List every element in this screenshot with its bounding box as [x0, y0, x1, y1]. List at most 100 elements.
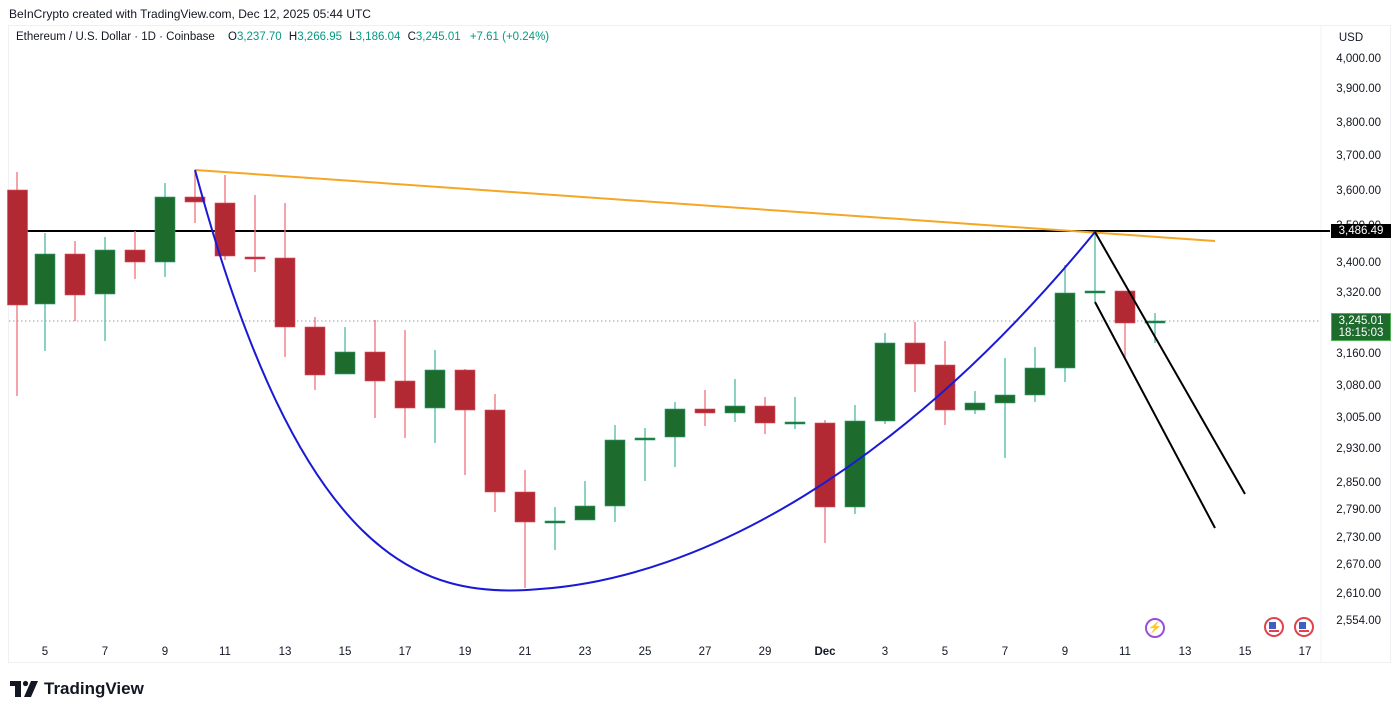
high-value: 3,266.95 [297, 31, 342, 43]
time-tick-label: 19 [459, 646, 472, 658]
candle [64, 241, 86, 321]
candle [214, 175, 236, 260]
time-tick-label: 17 [1299, 646, 1312, 658]
candle-body [334, 351, 356, 375]
candle-body [844, 420, 866, 508]
symbol-name[interactable]: Ethereum / U.S. Dollar · 1D · Coinbase [16, 31, 215, 43]
close-value: 3,245.01 [415, 31, 461, 43]
candle [514, 470, 536, 588]
candle-body [1114, 290, 1136, 324]
cup-curve [194, 169, 1096, 592]
candle [274, 203, 296, 357]
price-tick-label: 3,080.00 [1336, 380, 1381, 392]
price-tick-label: 3,800.00 [1336, 117, 1381, 129]
candle [1024, 347, 1046, 402]
time-tick-label: 13 [279, 646, 292, 658]
candle-body [364, 351, 386, 382]
open-label: O [227, 31, 237, 43]
high-label: H [288, 31, 298, 43]
time-tick-label: 5 [42, 646, 48, 658]
candle [334, 327, 356, 375]
candle [544, 507, 566, 550]
time-tick-label: 27 [699, 646, 712, 658]
candle-body [544, 520, 566, 524]
candle [964, 391, 986, 414]
channel-lower-line [1094, 301, 1216, 529]
candle [724, 379, 746, 422]
price-axis[interactable]: 4,000.00 3,900.00 3,800.00 3,700.00 3,600.00… [1336, 53, 1381, 627]
price-tick-label: 4,000.00 [1336, 53, 1381, 65]
candle [604, 425, 626, 522]
candle [634, 428, 656, 481]
time-tick-label: 23 [579, 646, 592, 658]
change-value: +7.61 (+0.24%) [469, 31, 550, 43]
candle-body [514, 491, 536, 523]
candle-body [1024, 367, 1046, 396]
us-flag-event-icon[interactable] [1264, 617, 1284, 637]
candle-body [934, 364, 956, 411]
candle-body [64, 253, 86, 296]
time-tick-label: 9 [1062, 646, 1068, 658]
time-tick-label: 7 [102, 646, 108, 658]
drawings-layer[interactable] [194, 169, 1246, 592]
time-tick-label: 7 [1002, 646, 1008, 658]
time-tick-label: 9 [162, 646, 168, 658]
candle-body [154, 196, 176, 263]
candle-body [904, 342, 926, 365]
candle-body [604, 439, 626, 507]
candle-body [634, 437, 656, 441]
price-tick-label: 2,554.00 [1336, 615, 1381, 627]
tradingview-logo[interactable]: TradingView [10, 679, 144, 699]
time-tick-label: 13 [1179, 646, 1192, 658]
symbol-legend: Ethereum / U.S. Dollar · 1D · Coinbase O… [16, 31, 549, 43]
candle-body [1144, 320, 1166, 324]
candle-body [274, 257, 296, 328]
candle-body [994, 394, 1016, 404]
price-tick-label: 2,670.00 [1336, 559, 1381, 571]
chart-credit: BeInCrypto created with TradingView.com,… [9, 7, 371, 21]
us-flag-event-icon[interactable] [1294, 617, 1314, 637]
candle [874, 333, 896, 424]
candle-body [664, 408, 686, 438]
candle [454, 369, 476, 475]
candle-body [94, 249, 116, 295]
time-tick-label: 3 [882, 646, 888, 658]
chart-frame[interactable] [8, 25, 1391, 663]
candle-body [304, 326, 326, 376]
candle-body [784, 421, 806, 425]
logo-text: TradingView [44, 679, 144, 698]
candle [694, 390, 716, 426]
candle-body [1084, 290, 1106, 294]
candle-body [7, 189, 28, 306]
low-label: L [349, 31, 356, 43]
currency-button[interactable]: USD [1330, 28, 1372, 48]
channel-upper-line [1094, 231, 1246, 495]
candle-body [484, 409, 506, 493]
candle-body [1054, 292, 1076, 369]
close-label: C [407, 31, 416, 43]
lightning-event-icon[interactable]: ⚡ [1145, 618, 1165, 638]
candle-body [394, 380, 416, 409]
candle [184, 170, 206, 223]
time-tick-label: 5 [942, 646, 948, 658]
candle-body [874, 342, 896, 422]
candle [94, 237, 116, 341]
candle-body [184, 196, 206, 203]
time-tick-label: 25 [639, 646, 652, 658]
time-axis[interactable]: 5 7 9 11 13 15 17 19 21 23 25 27 29 Dec 3 5 7 9 11 13 15 17 [42, 646, 1312, 658]
price-tick-label: 3,600.00 [1336, 185, 1381, 197]
candle-body [34, 253, 56, 305]
price-tick-label: 2,930.00 [1336, 443, 1381, 455]
candle [34, 233, 56, 351]
last-price-tag: 3,245.01 18:15:03 [1331, 313, 1391, 341]
price-tick-label: 2,730.00 [1336, 532, 1381, 544]
candle [484, 394, 506, 512]
candle-body [244, 256, 266, 260]
candle [754, 397, 776, 434]
candle-body [454, 369, 476, 411]
candle-body [964, 402, 986, 411]
time-tick-label: 21 [519, 646, 532, 658]
candle [904, 322, 926, 392]
time-tick-label: 11 [219, 646, 231, 658]
